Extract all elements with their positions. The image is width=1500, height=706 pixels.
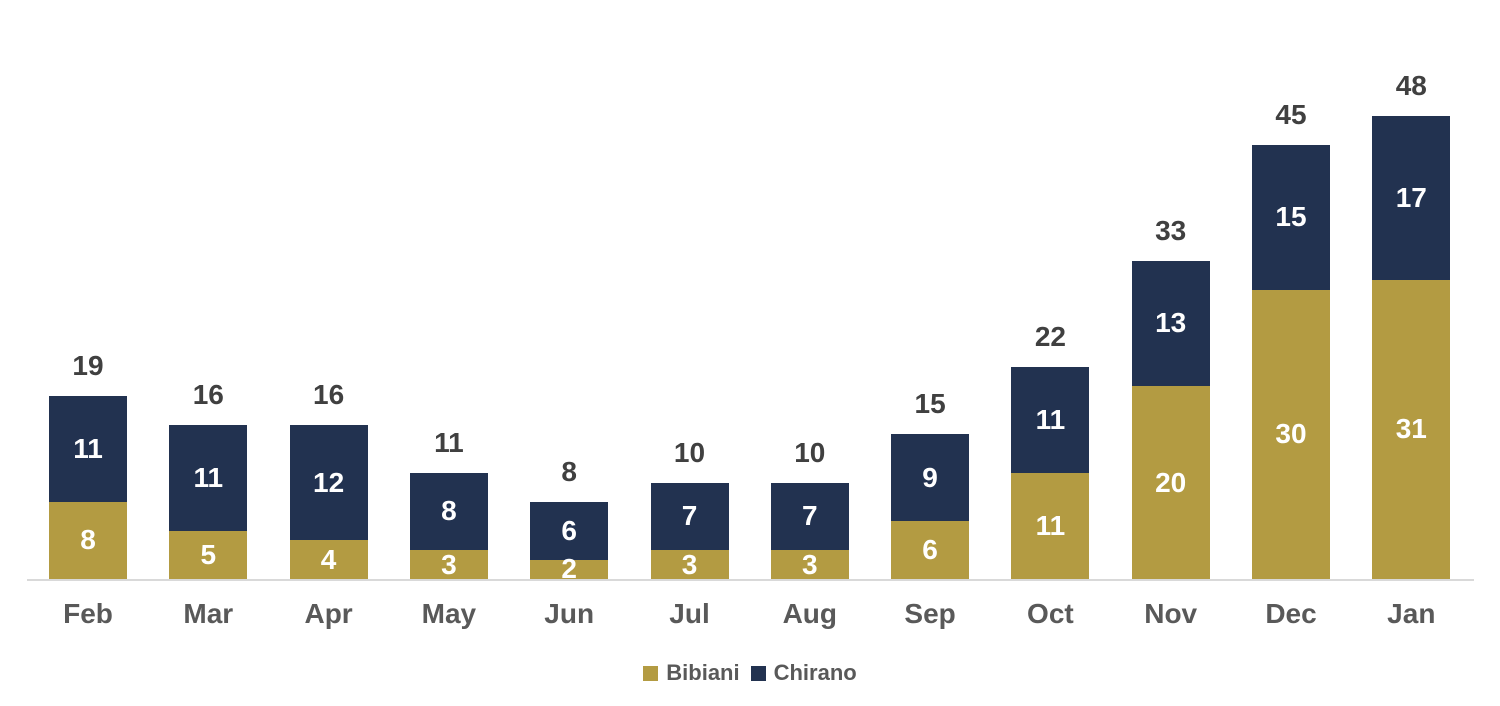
total-value-label: 33 <box>1155 214 1187 246</box>
total-value-label: 22 <box>1034 320 1066 352</box>
segment-bibiani: 11 <box>1011 472 1090 579</box>
bar-group-oct: 22 11 11 <box>1011 320 1090 579</box>
bar-group-nov: 33 13 20 <box>1131 214 1210 579</box>
stacked-bar: 12 4 <box>289 424 368 579</box>
segment-chirano: 11 <box>49 395 127 502</box>
segment-bibiani: 2 <box>530 555 609 583</box>
total-value-label: 8 <box>561 455 577 487</box>
bar-group-jan: 48 17 31 <box>1372 69 1451 579</box>
stacked-bar: 17 31 <box>1372 115 1451 579</box>
category-label-mar: Mar <box>183 598 234 629</box>
category-label-may: May <box>421 598 477 629</box>
stacked-bar: 15 30 <box>1252 144 1330 579</box>
legend-label: Chirano <box>773 660 857 685</box>
total-value-label: 10 <box>673 436 706 468</box>
category-label-jun: Jun <box>544 598 595 629</box>
segment-bibiani: 3 <box>409 550 488 579</box>
segment-chirano: 6 <box>530 501 609 560</box>
segment-bibiani: 31 <box>1372 279 1451 579</box>
bar-group-apr: 16 12 4 <box>289 378 368 579</box>
segment-chirano: 12 <box>289 424 368 541</box>
total-value-label: 48 <box>1395 69 1427 101</box>
total-value-label: 16 <box>313 378 345 410</box>
bar-group-sep: 15 9 6 <box>891 388 970 579</box>
category-label-jul: Jul <box>669 598 710 629</box>
bar-group-jul: 10 7 3 <box>650 436 729 579</box>
segment-bibiani: 3 <box>650 550 729 579</box>
legend-label: Bibiani <box>666 660 740 685</box>
category-label-apr: Apr <box>304 598 353 629</box>
category-label-jan: Jan <box>1387 598 1436 629</box>
legend-swatch-icon <box>643 665 659 681</box>
category-label-oct: Oct <box>1027 598 1074 629</box>
segment-bibiani: 5 <box>169 530 248 579</box>
total-value-label: 11 <box>434 426 464 458</box>
segment-chirano: 17 <box>1372 115 1451 280</box>
stacked-bar: 11 5 <box>169 424 248 579</box>
segment-chirano: 15 <box>1252 144 1330 290</box>
segment-chirano: 9 <box>891 434 970 522</box>
bar-group-mar: 16 11 5 <box>169 378 248 579</box>
total-value-label: 45 <box>1275 98 1307 130</box>
segment-chirano: 11 <box>1011 366 1090 473</box>
stacked-bar: 11 8 <box>49 395 127 579</box>
legend: Bibiani Chirano <box>0 658 1500 688</box>
legend-item-chirano: Chirano <box>750 660 857 685</box>
category-label-feb: Feb <box>63 598 113 629</box>
segment-bibiani: 4 <box>289 540 368 579</box>
total-value-label: 10 <box>794 436 826 468</box>
category-label-sep: Sep <box>904 598 956 629</box>
segment-bibiani: 8 <box>49 501 127 579</box>
x-axis-line <box>27 579 1474 581</box>
segment-chirano: 8 <box>409 472 488 551</box>
segment-bibiani: 30 <box>1252 289 1330 579</box>
category-label-nov: Nov <box>1144 598 1198 629</box>
legend-swatch-icon <box>750 665 766 681</box>
segment-bibiani: 20 <box>1131 386 1210 579</box>
total-value-label: 19 <box>72 349 104 381</box>
category-label-aug: Aug <box>782 598 838 629</box>
total-value-label: 15 <box>914 388 946 420</box>
bar-group-aug: 10 7 3 <box>770 436 849 579</box>
segment-chirano: 7 <box>650 482 729 551</box>
segment-chirano: 7 <box>770 482 849 551</box>
segment-bibiani: 3 <box>770 550 849 579</box>
segment-chirano: 11 <box>169 424 248 531</box>
category-label-dec: Dec <box>1265 598 1317 629</box>
bar-group-may: 11 8 3 <box>409 426 488 579</box>
bar-group-dec: 45 15 30 <box>1252 98 1330 579</box>
bar-group-feb: 19 11 8 <box>49 349 127 579</box>
stacked-bar: 11 11 <box>1011 366 1090 579</box>
segment-bibiani: 6 <box>891 521 970 579</box>
stacked-bar: 13 20 <box>1131 260 1210 579</box>
legend-item-bibiani: Bibiani <box>643 660 740 685</box>
total-value-label: 16 <box>192 378 224 410</box>
segment-chirano: 13 <box>1131 260 1210 386</box>
